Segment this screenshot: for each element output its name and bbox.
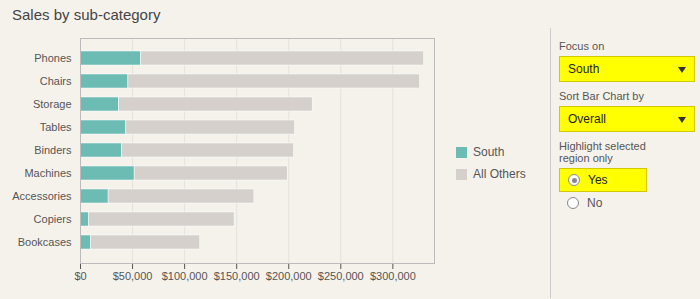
html-text:South: South: [568, 62, 600, 76]
svg-text:Phones: Phones: [34, 52, 72, 64]
svg-text:Machines: Machines: [24, 167, 72, 179]
html-text:Overall: Overall: [568, 112, 606, 126]
svg-text:$100,000: $100,000: [162, 270, 208, 282]
svg-text:Chairs: Chairs: [40, 75, 72, 87]
html-text:Sort Bar Chart by: Sort Bar Chart by: [559, 90, 644, 102]
html-text:All Others: All Others: [473, 167, 526, 181]
html-text:South: South: [473, 145, 505, 159]
svg-text:$150,000: $150,000: [214, 270, 260, 282]
svg-text:$200,000: $200,000: [266, 270, 312, 282]
svg-text:Tables: Tables: [40, 121, 72, 133]
svg-text:$300,000: $300,000: [370, 270, 416, 282]
svg-text:$250,000: $250,000: [318, 270, 364, 282]
html-text:Sales by sub-category: Sales by sub-category: [12, 6, 161, 23]
html-text:Focus on: Focus on: [559, 40, 605, 52]
html-text:Highlight selected: Highlight selected: [559, 140, 646, 152]
svg-text:Accessories: Accessories: [12, 190, 72, 202]
svg-text:Copiers: Copiers: [34, 213, 72, 225]
html-text:region only: region only: [559, 152, 613, 164]
html-text:No: No: [587, 196, 603, 210]
svg-text:Binders: Binders: [34, 144, 72, 156]
svg-text:$0: $0: [74, 270, 86, 282]
svg-text:Bookcases: Bookcases: [18, 236, 72, 248]
html-text:Yes: Yes: [588, 173, 608, 187]
svg-text:Storage: Storage: [33, 98, 72, 110]
svg-text:$50,000: $50,000: [113, 270, 153, 282]
